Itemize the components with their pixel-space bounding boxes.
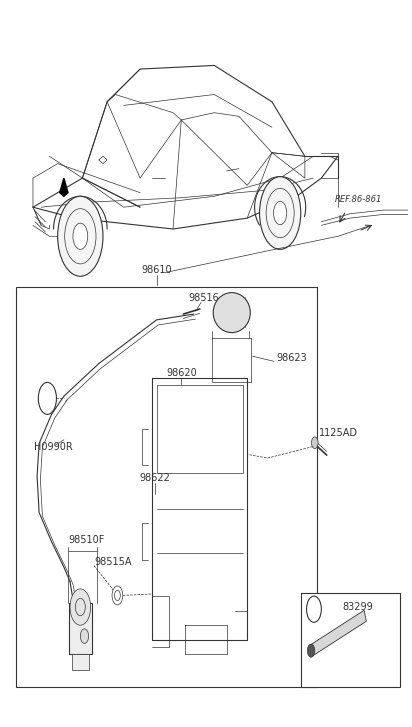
Text: 83299: 83299 [342, 602, 373, 612]
Text: 98620: 98620 [166, 368, 197, 378]
Bar [16, 287, 317, 687]
Text: 98510F: 98510F [68, 535, 105, 545]
Bar [157, 385, 243, 473]
Circle shape [73, 223, 88, 249]
Circle shape [38, 382, 56, 414]
Circle shape [80, 629, 89, 643]
Text: a: a [45, 394, 50, 403]
Polygon shape [310, 610, 366, 656]
Circle shape [274, 201, 287, 225]
Circle shape [307, 644, 315, 657]
Bar [69, 603, 91, 654]
Bar [72, 654, 89, 670]
Text: 98516: 98516 [189, 293, 219, 303]
Text: 98623: 98623 [276, 353, 307, 364]
Text: 98610: 98610 [141, 265, 172, 276]
Circle shape [58, 196, 103, 276]
Circle shape [260, 177, 301, 249]
Circle shape [112, 586, 123, 605]
Circle shape [311, 437, 318, 449]
Text: H0990R: H0990R [34, 442, 73, 452]
Polygon shape [60, 178, 68, 196]
Bar [301, 593, 400, 687]
Text: 98622: 98622 [139, 473, 170, 483]
Circle shape [307, 596, 321, 622]
Text: a: a [311, 605, 316, 614]
Circle shape [70, 589, 91, 625]
Text: 98515A: 98515A [95, 557, 132, 567]
Ellipse shape [213, 292, 250, 333]
Text: 1125AD: 1125AD [319, 428, 358, 438]
Text: REF.86-861: REF.86-861 [335, 196, 382, 204]
